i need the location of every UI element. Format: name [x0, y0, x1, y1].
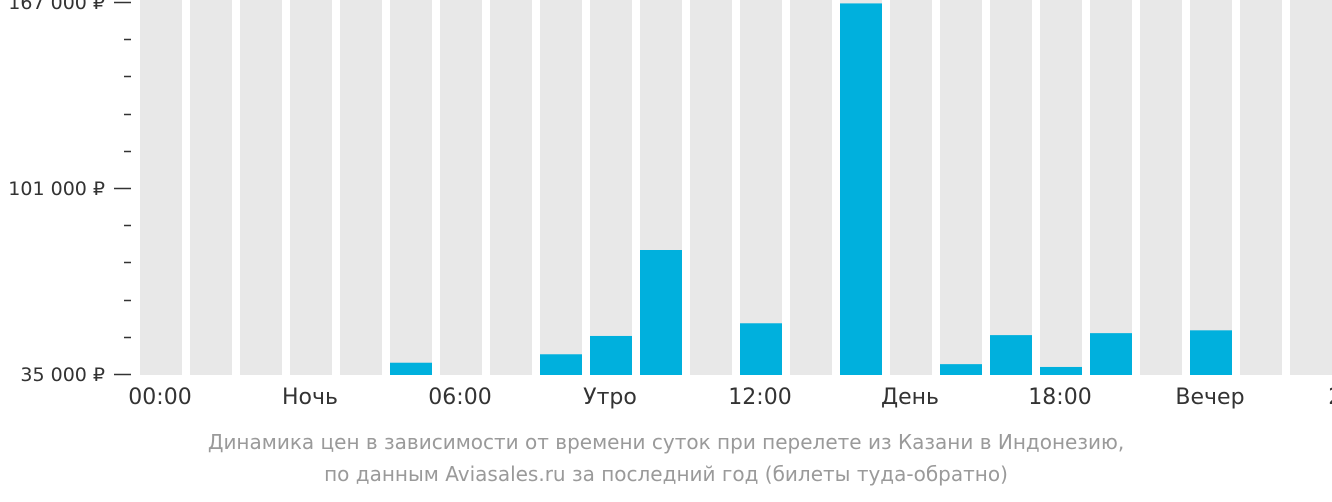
price-bar-16[interactable]: [940, 364, 982, 375]
background-bar-17: [990, 0, 1032, 375]
background-bar-3: [290, 0, 332, 375]
background-bar-9: [590, 0, 632, 375]
background-bar-4: [340, 0, 382, 375]
background-bar-13: [790, 0, 832, 375]
background-bar-23: [1290, 0, 1332, 375]
y-tick-label: 35 000 ₽: [20, 364, 105, 386]
background-bar-12: [740, 0, 782, 375]
background-bar-7: [490, 0, 532, 375]
background-bar-15: [890, 0, 932, 375]
price-bar-8[interactable]: [540, 354, 582, 375]
price-by-time-chart: 35 000 ₽ 101 000 ₽ 167 000 ₽ 00:00 Ночь 06:0…: [8, 0, 1332, 410]
price-bar-12[interactable]: [740, 323, 782, 375]
price-bar-14[interactable]: [840, 3, 882, 376]
x-tick-label: 18:00: [1028, 385, 1091, 410]
x-tick-label: 12:00: [728, 385, 791, 410]
x-tick-label: Утро: [583, 385, 637, 410]
price-bar-19[interactable]: [1090, 333, 1132, 375]
background-bar-20: [1140, 0, 1182, 375]
background-bar-11: [690, 0, 732, 375]
background-bar-16: [940, 0, 982, 375]
background-bar-5: [390, 0, 432, 375]
y-tick-label: 167 000 ₽: [8, 0, 105, 14]
x-tick-label: 06:00: [428, 385, 491, 410]
x-tick-label: День: [881, 385, 939, 410]
background-bar-22: [1240, 0, 1282, 375]
y-axis: 35 000 ₽ 101 000 ₽ 167 000 ₽: [8, 0, 131, 386]
price-bar-5[interactable]: [390, 362, 432, 375]
y-tick-label: 101 000 ₽: [8, 178, 105, 200]
data-bars: [390, 3, 1232, 376]
x-tick-label: Ночь: [282, 385, 338, 410]
price-bar-18[interactable]: [1040, 366, 1082, 375]
background-bar-2: [240, 0, 282, 375]
background-bar-21: [1190, 0, 1232, 375]
background-bar-18: [1040, 0, 1082, 375]
price-bar-9[interactable]: [590, 335, 632, 375]
background-bar-6: [440, 0, 482, 375]
chart-caption-line-2: по данным Aviasales.ru за последний год …: [324, 462, 1008, 486]
background-bar-8: [540, 0, 582, 375]
x-tick-label: 00:00: [128, 385, 191, 410]
x-tick-label: 24:00: [1328, 385, 1332, 410]
background-bar-0: [140, 0, 182, 375]
x-tick-label: Вечер: [1175, 385, 1244, 410]
price-bar-21[interactable]: [1190, 330, 1232, 375]
background-bars: [140, 0, 1332, 375]
price-bar-17[interactable]: [990, 335, 1032, 375]
chart-caption-line-1: Динамика цен в зависимости от времени су…: [207, 430, 1125, 454]
x-axis: 00:00 Ночь 06:00 Утро 12:00 День 18:00 Вечер 24:…: [128, 385, 1332, 410]
background-bar-19: [1090, 0, 1132, 375]
price-bar-10[interactable]: [640, 250, 682, 375]
background-bar-1: [190, 0, 232, 375]
